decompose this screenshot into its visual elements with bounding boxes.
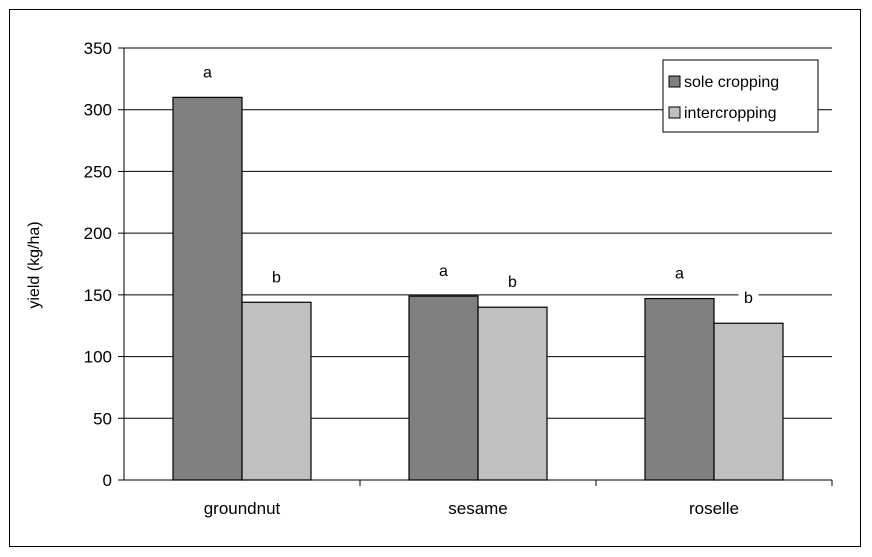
legend: sole cropping intercropping (662, 59, 819, 133)
y-tick-label: 300 (84, 101, 112, 120)
bar (172, 96, 243, 481)
data-label: a (203, 64, 212, 81)
y-tick-label: 350 (84, 39, 112, 58)
data-label-bg (266, 268, 287, 289)
category-label: groundnut (204, 499, 281, 518)
axes (118, 47, 833, 486)
data-label-bg (738, 289, 759, 310)
data-label-bg (502, 273, 523, 294)
legend-box (662, 59, 819, 133)
data-labels: a b a b a b (197, 63, 759, 310)
data-label: b (272, 269, 281, 286)
bar (241, 301, 312, 481)
data-label-bg (433, 262, 454, 283)
legend-swatch (668, 75, 681, 88)
y-axis-title: yield (kg/ha) (26, 221, 43, 308)
legend-swatch (668, 106, 681, 119)
category-label: roselle (689, 499, 739, 518)
y-tick-label: 200 (84, 224, 112, 243)
bars (172, 96, 784, 481)
category-labels: groundnut sesame roselle (204, 499, 739, 518)
y-tick-label: 50 (93, 409, 112, 428)
data-label-bg (197, 63, 218, 84)
y-tick-labels: 0 50 100 150 200 250 300 350 (84, 39, 112, 490)
bar (408, 295, 479, 481)
legend-label: sole cropping (684, 74, 779, 91)
data-label-bg (669, 264, 690, 285)
category-label: sesame (448, 499, 508, 518)
data-label: a (675, 266, 684, 283)
data-label: a (439, 263, 448, 280)
bar (644, 297, 715, 481)
y-tick-label: 0 (103, 471, 112, 490)
bar (477, 306, 548, 481)
legend-label: intercropping (684, 105, 777, 122)
data-label: b (744, 290, 753, 307)
bar (713, 322, 784, 481)
data-label: b (508, 274, 517, 291)
y-tick-label: 250 (84, 162, 112, 181)
y-tick-label: 150 (84, 286, 112, 305)
y-tick-label: 100 (84, 348, 112, 367)
